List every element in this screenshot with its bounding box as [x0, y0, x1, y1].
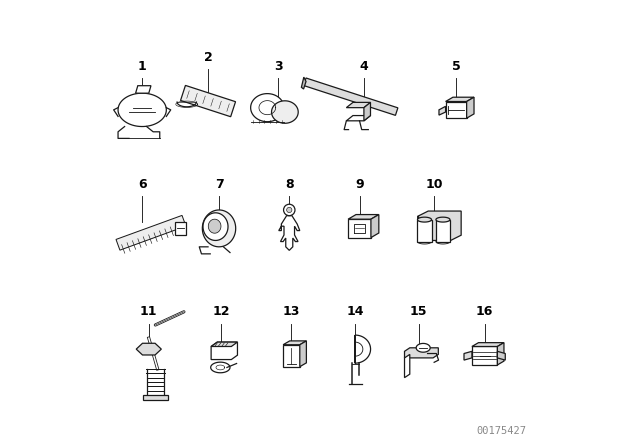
Text: 6: 6	[138, 178, 147, 191]
Polygon shape	[445, 97, 474, 102]
Polygon shape	[472, 343, 504, 346]
Text: 16: 16	[476, 306, 493, 319]
Polygon shape	[497, 351, 505, 360]
Polygon shape	[211, 342, 237, 346]
Polygon shape	[301, 77, 306, 89]
Polygon shape	[404, 354, 410, 378]
Polygon shape	[416, 344, 430, 352]
Polygon shape	[208, 219, 221, 233]
Polygon shape	[467, 97, 474, 118]
Polygon shape	[436, 217, 450, 222]
Polygon shape	[303, 78, 398, 116]
Text: 12: 12	[212, 306, 230, 319]
Text: 8: 8	[285, 178, 294, 191]
Polygon shape	[364, 103, 371, 121]
Polygon shape	[211, 342, 237, 360]
Polygon shape	[445, 102, 467, 118]
Polygon shape	[417, 239, 431, 244]
Polygon shape	[346, 116, 371, 121]
Polygon shape	[180, 86, 236, 117]
Polygon shape	[436, 239, 450, 244]
Circle shape	[284, 204, 295, 215]
Polygon shape	[271, 101, 298, 123]
Polygon shape	[404, 348, 438, 358]
Polygon shape	[116, 215, 186, 250]
Polygon shape	[136, 86, 151, 93]
Polygon shape	[346, 103, 371, 108]
Text: 3: 3	[274, 60, 283, 73]
Polygon shape	[348, 219, 371, 237]
Polygon shape	[300, 341, 307, 366]
Polygon shape	[464, 351, 472, 360]
Polygon shape	[283, 341, 307, 345]
Text: 14: 14	[346, 306, 364, 319]
Polygon shape	[439, 106, 445, 115]
Polygon shape	[418, 211, 461, 241]
Text: 7: 7	[214, 178, 223, 191]
Text: 10: 10	[426, 178, 443, 191]
Polygon shape	[283, 345, 300, 366]
Polygon shape	[203, 213, 228, 241]
Text: 15: 15	[410, 306, 428, 319]
Text: 00175427: 00175427	[476, 426, 526, 435]
Text: 11: 11	[140, 306, 157, 319]
Polygon shape	[371, 215, 379, 237]
Polygon shape	[211, 362, 230, 373]
Polygon shape	[497, 343, 504, 365]
Polygon shape	[136, 343, 161, 355]
Polygon shape	[118, 93, 166, 126]
Text: 4: 4	[360, 60, 368, 73]
Text: 2: 2	[204, 51, 212, 64]
Circle shape	[287, 207, 292, 213]
Polygon shape	[417, 217, 431, 222]
Polygon shape	[472, 346, 497, 365]
Text: 13: 13	[283, 306, 300, 319]
Text: 9: 9	[355, 178, 364, 191]
Polygon shape	[251, 94, 284, 122]
Polygon shape	[348, 215, 379, 219]
Polygon shape	[143, 395, 168, 400]
Polygon shape	[202, 210, 236, 247]
Polygon shape	[279, 215, 300, 250]
Polygon shape	[436, 220, 450, 241]
Text: 1: 1	[138, 60, 147, 73]
Polygon shape	[417, 220, 431, 241]
Polygon shape	[175, 222, 186, 235]
Polygon shape	[355, 335, 371, 363]
Text: 5: 5	[452, 60, 460, 73]
